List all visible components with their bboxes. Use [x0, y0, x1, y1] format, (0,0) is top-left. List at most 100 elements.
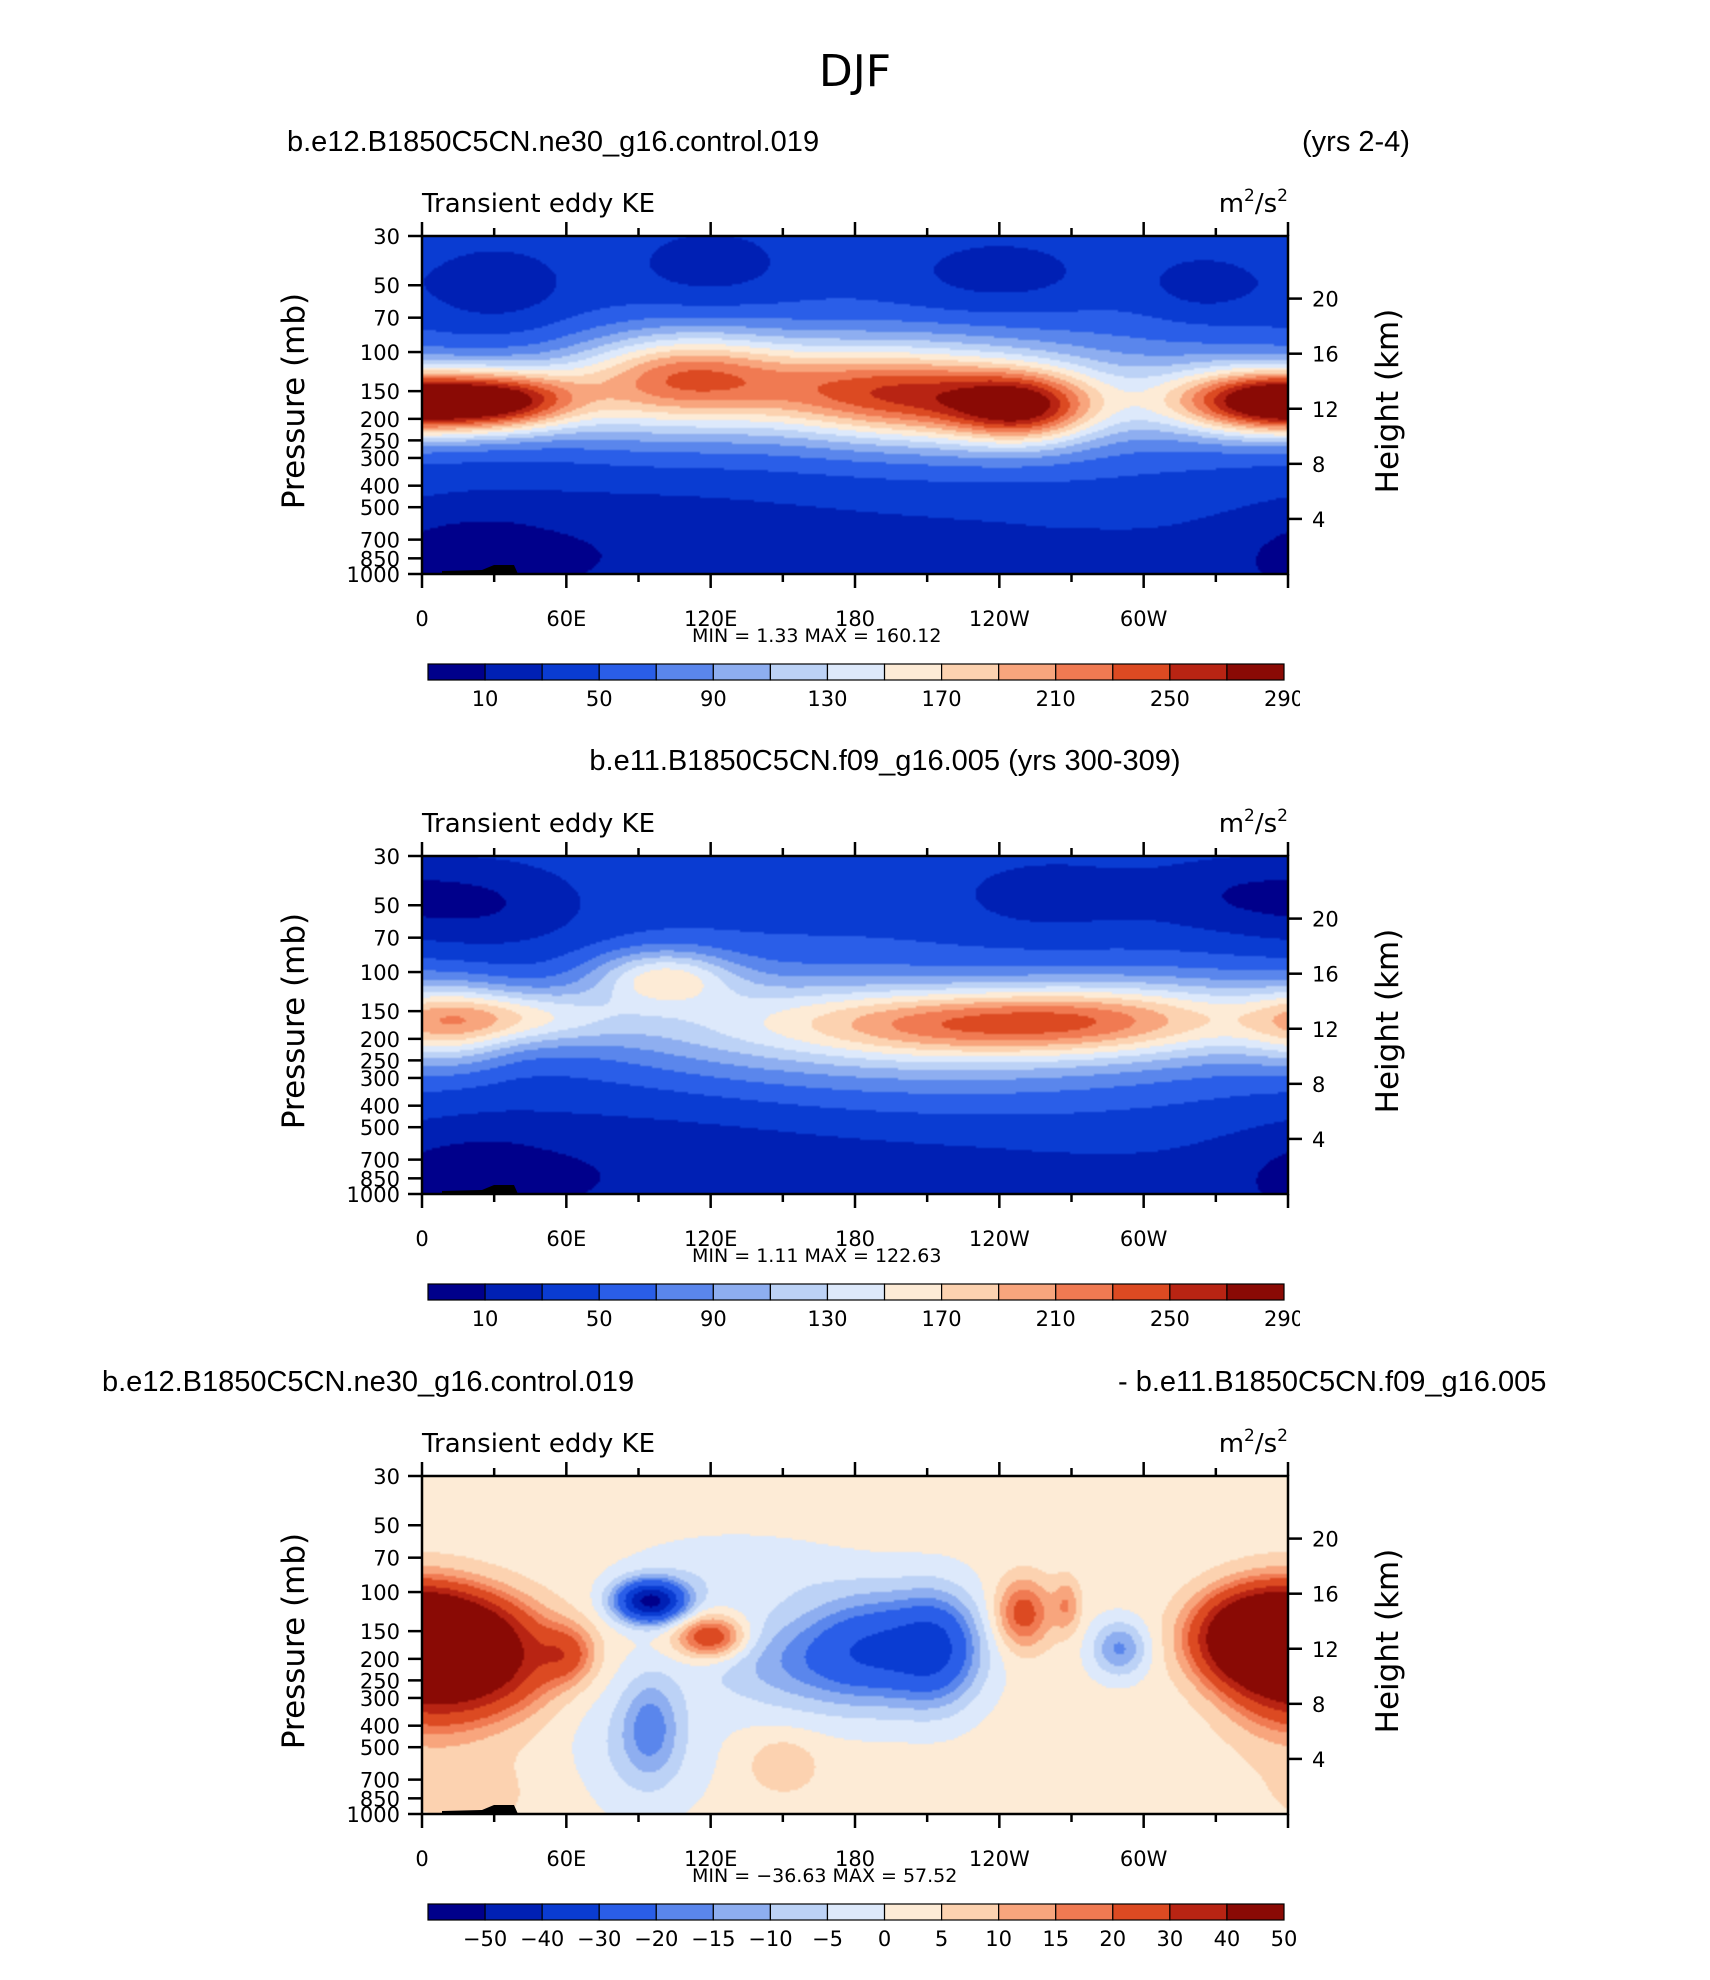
colorbar-swatch — [940, 663, 1000, 681]
x-tick-label: 120W — [969, 1227, 1030, 1251]
colorbar-swatch — [940, 1283, 1000, 1301]
colorbar-swatch — [427, 1903, 486, 1921]
y-tick-label: 200 — [360, 1028, 400, 1052]
panel2-case-label: b.e11.B1850C5CN.f09_g16.005 (yrs 300-309… — [589, 745, 1181, 777]
y-axis-title: Pressure (mb) — [276, 1533, 312, 1749]
colorbar-label: 10 — [472, 1307, 499, 1331]
panel1-years-label: (yrs 2-4) — [1302, 126, 1410, 158]
units-label: m2/s2 — [1219, 806, 1288, 839]
y-tick-label: 300 — [360, 1687, 400, 1711]
figure-title: DJF — [818, 46, 892, 97]
variable-name: Transient eddy KE — [421, 189, 655, 219]
colorbar-swatch — [883, 1283, 943, 1301]
colorbar-swatch — [598, 663, 657, 681]
x-tick-label: 60E — [546, 1847, 586, 1871]
x-tick-label: 120W — [969, 1847, 1030, 1871]
y-tick-label: 200 — [360, 1648, 400, 1672]
colorbar-swatch — [826, 1903, 886, 1921]
y-tick-label: 100 — [360, 1581, 400, 1605]
y2-axis-title: Height (km) — [1370, 1549, 1406, 1734]
colorbar-label: 90 — [700, 1307, 727, 1331]
colorbar-swatch — [655, 1283, 714, 1301]
y-tick-label: 250 — [360, 1049, 400, 1073]
colorbar-swatch — [998, 1903, 1057, 1921]
y-tick-label: 850 — [360, 1167, 400, 1191]
colorbar-label: 290 — [1264, 1307, 1300, 1331]
colorbar-label: −15 — [691, 1927, 735, 1951]
colorbar-label: 10 — [985, 1927, 1012, 1951]
panel-1: 0 60E 120E 180 120W 60W 30 50 70 100 150 200 250 300 4… — [260, 180, 1440, 740]
colorbar-label: −40 — [520, 1927, 564, 1951]
x-tick-label: 60W — [1120, 607, 1168, 631]
colorbar-label: 170 — [922, 687, 962, 711]
x-tick-label: 180 — [835, 607, 875, 631]
y-tick-label: 300 — [360, 1067, 400, 1091]
y-tick-label: 250 — [360, 1669, 400, 1693]
y-tick-label: 70 — [373, 307, 400, 331]
colorbar-label: 130 — [807, 687, 847, 711]
y2-tick-label: 8 — [1312, 1693, 1325, 1717]
y-axis-title: Pressure (mb) — [276, 293, 312, 509]
x-tick-label: 180 — [835, 1227, 875, 1251]
x-tick-label: 120W — [969, 607, 1030, 631]
colorbar-1: 10 50 90 130 170 210 250 290 — [427, 663, 1300, 711]
y-tick-label: 250 — [360, 429, 400, 453]
colorbar-label: 15 — [1042, 1927, 1069, 1951]
colorbar-label: 10 — [472, 687, 499, 711]
colorbar-swatch — [1169, 1903, 1228, 1921]
x-tick-label: 60E — [546, 607, 586, 631]
y-tick-label: 50 — [373, 274, 400, 298]
y-tick-label: 400 — [360, 1715, 400, 1739]
colorbar-swatch — [826, 1283, 886, 1301]
colorbar-label: 5 — [935, 1927, 948, 1951]
colorbar-label: 40 — [1214, 1927, 1241, 1951]
colorbar-label: −30 — [577, 1927, 621, 1951]
y2-tick-label: 20 — [1312, 908, 1339, 932]
colorbar-swatch — [655, 663, 714, 681]
units-label: m2/s2 — [1219, 186, 1288, 219]
min-max-label: MIN = −36.63 MAX = 57.52 — [692, 1865, 957, 1887]
units-label: m2/s2 — [1219, 1426, 1288, 1459]
contour-field — [422, 856, 1288, 1194]
y-tick-label: 150 — [360, 380, 400, 404]
y-tick-label: 850 — [360, 1787, 400, 1811]
colorbar-label: 290 — [1264, 687, 1300, 711]
colorbar-swatch — [1169, 663, 1228, 681]
colorbar-swatch — [712, 663, 772, 681]
y-tick-label: 500 — [360, 1736, 400, 1760]
y2-axis-title: Height (km) — [1370, 929, 1406, 1114]
colorbar-swatch — [598, 1283, 657, 1301]
colorbar-swatch — [1055, 1283, 1114, 1301]
colorbar-2: 10 50 90 130 170 210 250 290 — [427, 1283, 1300, 1331]
panel1-case-label: b.e12.B1850C5CN.ne30_g16.control.019 — [287, 126, 820, 158]
colorbar-label: 30 — [1156, 1927, 1183, 1951]
y-tick-label: 500 — [360, 496, 400, 520]
colorbar-label: 50 — [586, 1307, 613, 1331]
colorbar-swatch — [769, 1903, 829, 1921]
y2-tick-label: 12 — [1312, 398, 1339, 422]
y-tick-label: 700 — [360, 1769, 400, 1793]
colorbar-label: 170 — [922, 1307, 962, 1331]
y-tick-label: 400 — [360, 1095, 400, 1119]
colorbar-label: −5 — [812, 1927, 843, 1951]
y2-tick-label: 8 — [1312, 1073, 1325, 1097]
y2-tick-label: 4 — [1312, 1748, 1325, 1772]
colorbar-swatch — [1226, 1903, 1285, 1921]
colorbar-swatch — [655, 1903, 714, 1921]
y-tick-label: 200 — [360, 408, 400, 432]
colorbar-swatch — [883, 1903, 943, 1921]
colorbar-swatch — [1112, 663, 1171, 681]
x-tick-label: 60E — [546, 1227, 586, 1251]
y2-tick-label: 4 — [1312, 1128, 1325, 1152]
colorbar-label: −20 — [634, 1927, 678, 1951]
y-tick-label: 50 — [373, 894, 400, 918]
colorbar-swatch — [484, 1283, 543, 1301]
colorbar-swatch — [598, 1903, 657, 1921]
y-tick-label: 500 — [360, 1116, 400, 1140]
y-tick-label: 30 — [373, 225, 400, 249]
y2-tick-label: 20 — [1312, 1528, 1339, 1552]
colorbar-label: 210 — [1036, 687, 1076, 711]
y-tick-label: 50 — [373, 1514, 400, 1538]
